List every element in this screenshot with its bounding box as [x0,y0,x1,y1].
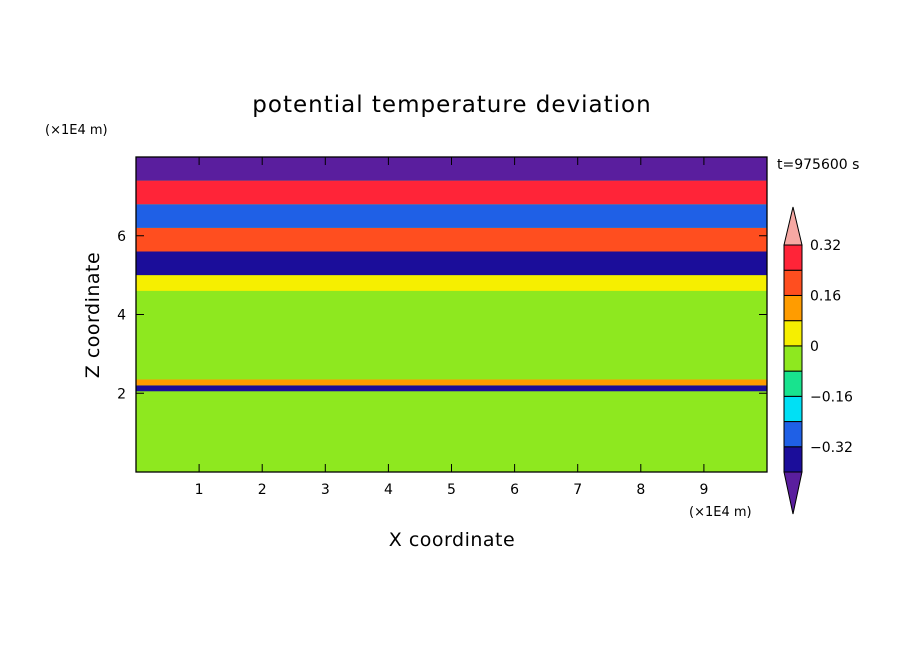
colorbar-segment [783,244,803,271]
y-unit-label: (×1E4 m) [45,123,108,138]
x-tick-label: 4 [384,482,393,498]
colorbar-segment [783,269,803,296]
chart-title: potential temperature deviation [252,92,651,118]
field-band [136,385,767,392]
y-axis: 2 4 6 [117,229,767,402]
x-axis: 1 2 3 4 5 6 7 8 9 [195,157,708,498]
field-band [136,290,767,343]
colorbar-extend-max [783,206,803,246]
x-tick-label: 8 [636,482,645,498]
x-tick-label: 5 [447,482,456,498]
x-tick-label: 2 [258,482,267,498]
field-band [136,391,767,402]
x-axis-label: X coordinate [389,529,515,551]
field-band [136,204,767,228]
x-tick-label: 1 [195,482,204,498]
colorbar-segment [783,395,803,423]
colorbar: 0.32 0.16 0 −0.16 −0.32 [783,206,853,515]
colorbar-tick-label: −0.32 [810,440,853,456]
field-band [136,251,767,276]
field-band [136,180,767,205]
colorbar-segment [783,421,803,448]
x-tick-label: 7 [573,482,582,498]
x-tick-label: 6 [510,482,519,498]
colorbar-segment [783,320,803,347]
x-tick-label: 9 [699,482,708,498]
colorbar-segment [783,370,803,397]
y-tick-label: 6 [117,229,126,245]
colorbar-tick-label: −0.16 [810,389,853,405]
colorbar-tick-label: 0.16 [810,288,841,304]
field-band [136,227,767,252]
field-layer [136,157,767,472]
colorbar-segment [783,446,803,473]
field-band [136,157,767,181]
field-band [136,379,767,386]
time-label: t=975600 s [777,157,859,173]
field-band [136,401,767,425]
y-tick-label: 4 [117,308,126,324]
field-band [136,342,767,380]
colorbar-tick-label: 0 [810,339,819,355]
colorbar-tick-label: 0.32 [810,238,841,254]
colorbar-segment [783,345,803,372]
y-tick-label: 2 [117,386,126,402]
field-band [136,275,767,291]
colorbar-segment [783,294,803,322]
field-band [136,424,767,469]
y-axis-label: Z coordinate [82,252,104,378]
x-unit-label: (×1E4 m) [689,505,752,520]
colorbar-extend-min [783,471,803,515]
x-tick-label: 3 [321,482,330,498]
